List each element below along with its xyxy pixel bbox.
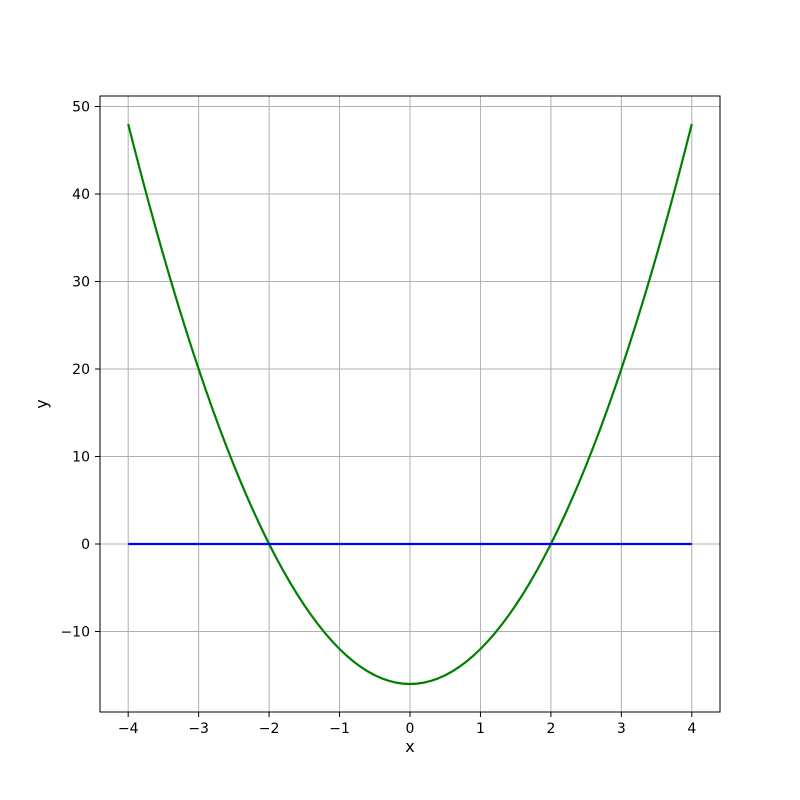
y-tick-label: 10	[72, 450, 90, 466]
x-tick-label: −4	[118, 721, 139, 737]
y-tick-label: 20	[72, 362, 90, 378]
y-tick-label: 30	[72, 275, 90, 291]
y-tick-label: 0	[81, 537, 90, 553]
x-tick-label: −1	[329, 721, 350, 737]
x-tick-label: 1	[476, 721, 485, 737]
series-layer	[127, 123, 693, 686]
x-tick-label: 0	[406, 721, 415, 737]
y-axis-label: y	[32, 399, 51, 408]
x-tick-label: −3	[188, 721, 209, 737]
x-tick-label: 2	[546, 721, 555, 737]
y-tick-label: 40	[72, 187, 90, 203]
x-axis-label: x	[405, 737, 414, 756]
series-line-0	[127, 123, 693, 686]
y-tick-label: 50	[72, 100, 90, 116]
grid-layer	[100, 96, 720, 712]
x-tick-label: 3	[617, 721, 626, 737]
x-tick-label: −2	[259, 721, 280, 737]
x-tick-label: 4	[687, 721, 696, 737]
y-tick-label: −10	[60, 625, 90, 641]
